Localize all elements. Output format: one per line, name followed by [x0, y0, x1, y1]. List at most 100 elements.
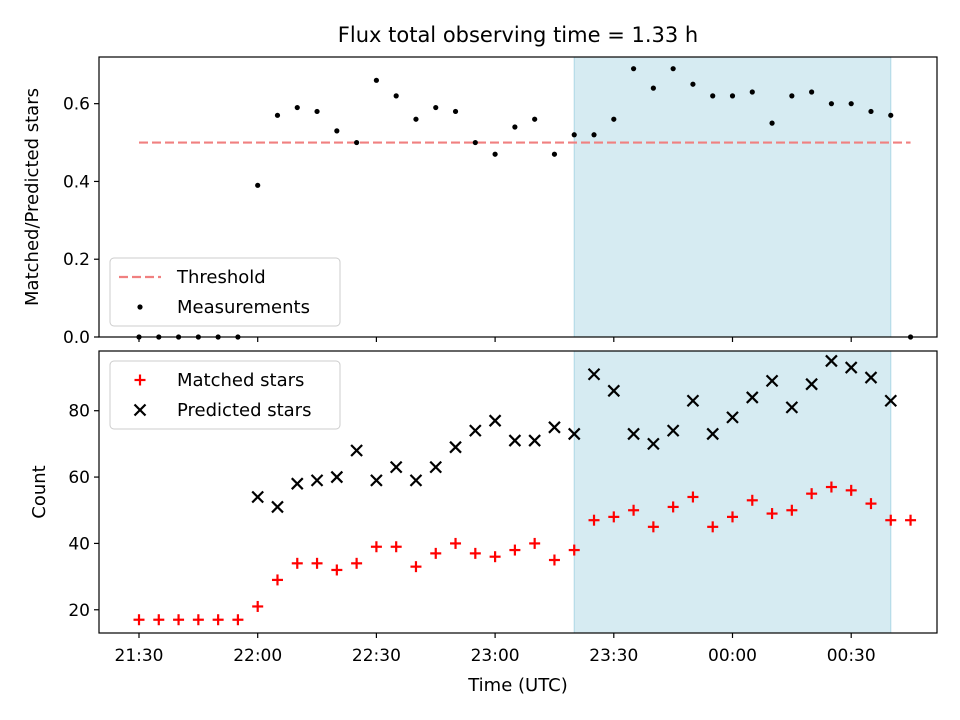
matched-stars-point [727, 511, 738, 523]
measurement-point [512, 124, 518, 130]
bottom-axes-frame [98, 350, 938, 634]
top-y-axis-label: Matched/Predicted stars [22, 88, 43, 306]
bottom-legend: Matched stars Predicted stars [109, 360, 341, 430]
predicted-stars-point [746, 391, 759, 404]
predicted-stars-point [686, 394, 700, 408]
matched-stars-point [370, 541, 382, 553]
measurement-point [591, 132, 597, 138]
measurement-point [611, 116, 617, 122]
matched-stars-point [588, 514, 600, 526]
measurement-point [373, 77, 379, 83]
bottom-y-tick-label: 40 [68, 534, 90, 554]
top-y-tick-label: 0.0 [63, 328, 90, 348]
top-legend: Threshold Measurements [109, 257, 341, 327]
top-axes-frame [98, 56, 938, 338]
matched-stars-point [489, 551, 501, 563]
measurement-point [868, 108, 874, 115]
measurement-point [670, 66, 676, 72]
legend-label: Matched stars [177, 370, 304, 391]
predicted-stars-point [389, 460, 403, 474]
matched-stars-point [469, 547, 481, 559]
top-y-tick-label: 0.4 [63, 172, 90, 192]
predicted-stars-point [271, 500, 284, 514]
predicted-stars-point [647, 437, 660, 451]
predicted-stars-point [785, 401, 799, 414]
bottom-legend-box [109, 360, 341, 430]
predicted-stars-point [449, 440, 462, 454]
measurement-point [729, 93, 736, 99]
matched-stars-point [173, 614, 185, 626]
x-tick-label: 21:30 [115, 646, 164, 666]
predicted-stars-point [548, 421, 561, 434]
matched-stars-point [647, 521, 659, 533]
predicted-stars-point [726, 411, 739, 424]
measurement-point [690, 81, 696, 87]
matched-stars-point [548, 554, 560, 566]
predicted-stars-point [567, 427, 581, 441]
legend-label: Threshold [176, 267, 266, 288]
bottom-observing-span [573, 350, 892, 634]
predicted-stars-point [805, 377, 818, 391]
predicted-stars-point [251, 490, 264, 504]
measurement-point [472, 139, 478, 146]
legend-measurement-swatch [137, 304, 143, 310]
predicted-stars-point [825, 354, 838, 368]
measurement-point [294, 104, 300, 111]
matched-stars-point [271, 574, 283, 586]
top-observing-span [573, 56, 892, 338]
predicted-stars-point [587, 367, 601, 381]
legend-label: Measurements [177, 297, 310, 318]
predicted-stars-point [666, 424, 680, 437]
measurement-point [255, 182, 261, 188]
legend-predicted-swatch [133, 403, 147, 417]
measurement-point [334, 128, 340, 134]
matched-stars-point [311, 557, 323, 569]
measurement-point [828, 101, 835, 107]
measurement-point [789, 93, 795, 99]
predicted-stars-point [607, 384, 621, 398]
bottom-panel: 20 40 60 80 21:30 22:00 22:30 23:00 23:30 00:00 00… [29, 350, 938, 666]
measurement-point [650, 85, 656, 91]
predicted-stars-point [409, 474, 423, 487]
matched-stars-point [766, 508, 778, 520]
x-tick-label: 00:30 [827, 646, 876, 666]
measurement-point [274, 112, 281, 118]
measurement-point [492, 151, 498, 157]
predicted-stars-point [844, 361, 858, 374]
measurement-point [888, 112, 894, 118]
matched-stars-point [390, 541, 402, 553]
measurement-point [710, 93, 716, 99]
measurement-point [413, 116, 419, 122]
matched-stars-point [331, 564, 343, 576]
bottom-series-0 [133, 481, 917, 626]
measurement-point [354, 139, 360, 146]
matched-stars-point [687, 491, 699, 503]
predicted-stars-point [488, 414, 502, 427]
predicted-stars-point [469, 424, 482, 437]
matched-stars-point [707, 521, 719, 533]
x-tick-label: 00:00 [708, 646, 757, 666]
top-panel: 0.0 0.2 0.4 0.6 Matched/Predicted stars Thres… [22, 56, 938, 348]
top-legend-box [109, 257, 341, 327]
top-series-0 [136, 66, 914, 340]
measurement-point [571, 132, 577, 138]
measurement-point [551, 151, 558, 157]
measurement-point [848, 101, 854, 107]
measurement-point [532, 116, 538, 122]
predicted-stars-point [765, 374, 779, 388]
predicted-stars-point [350, 444, 363, 457]
measurement-point [809, 89, 815, 95]
x-tick-label: 22:00 [233, 646, 282, 666]
matched-stars-point [212, 614, 224, 626]
matched-stars-point [509, 544, 521, 556]
matched-stars-point [786, 504, 798, 516]
predicted-stars-point [370, 474, 383, 487]
predicted-stars-point [528, 434, 541, 447]
legend-matched-swatch [134, 374, 146, 386]
bottom-y-axis-label: Count [29, 465, 50, 518]
matched-stars-point [885, 514, 897, 526]
matched-stars-point [232, 614, 244, 626]
top-y-tick-label: 0.2 [63, 250, 90, 270]
predicted-stars-point [429, 460, 443, 474]
